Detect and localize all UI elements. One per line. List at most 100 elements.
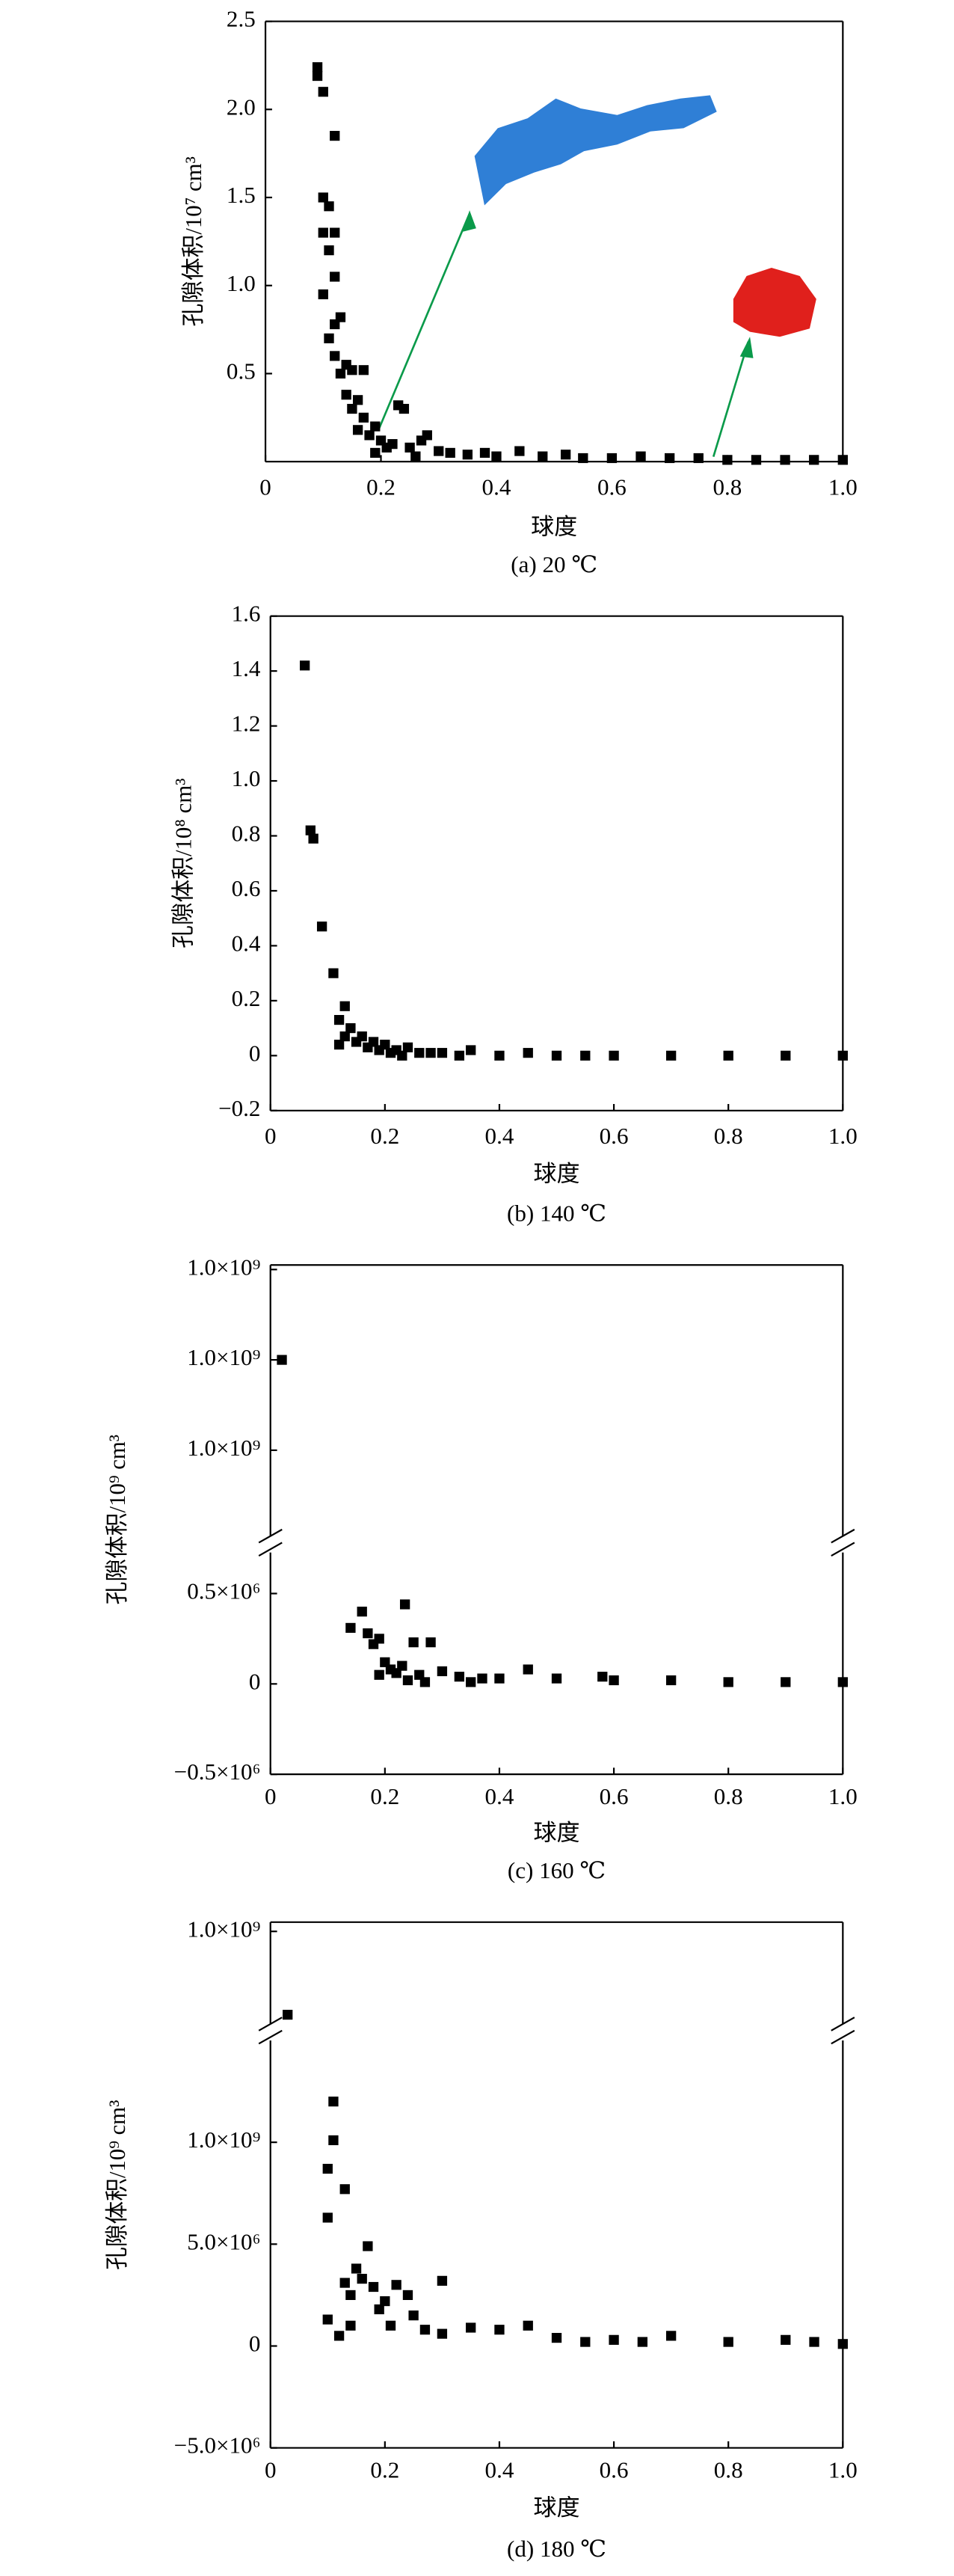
y-tick-label: 1.0×10⁹	[187, 1254, 260, 1280]
x-tick-label: 0.2	[370, 1783, 399, 1809]
y-axis-label: 孔隙体积/10⁸ cm³	[170, 779, 197, 948]
x-tick-label: 0.4	[485, 2457, 514, 2483]
point	[380, 2296, 390, 2307]
x-tick-label: 0	[265, 1123, 277, 1149]
point	[665, 1675, 677, 1686]
x-tick-label: 1.0	[828, 474, 858, 500]
y-tick-label: 1.5	[227, 182, 256, 208]
point	[385, 2320, 396, 2331]
y-tick-label: 0.4	[232, 930, 261, 957]
point	[347, 403, 357, 414]
point	[723, 1050, 733, 1061]
point	[345, 2320, 356, 2331]
point	[637, 2337, 648, 2347]
point	[328, 2135, 339, 2146]
point	[523, 2320, 533, 2331]
point	[333, 1014, 345, 1025]
x-tick-label: 1.0	[828, 1783, 858, 1809]
point	[368, 2281, 379, 2293]
point	[322, 2212, 333, 2223]
point	[318, 227, 328, 238]
point	[381, 442, 392, 453]
point	[312, 62, 323, 73]
point	[324, 245, 334, 256]
point	[316, 921, 327, 932]
point	[380, 1040, 390, 1050]
point	[374, 1634, 384, 1644]
point	[514, 446, 525, 456]
point	[370, 421, 381, 432]
point	[351, 2263, 362, 2274]
y-tick-label: 2.0	[227, 93, 256, 120]
x-tick-label: 0.2	[366, 474, 396, 500]
x-tick-label: 0.8	[713, 474, 742, 500]
point	[491, 451, 502, 461]
point	[665, 2331, 677, 2341]
point	[523, 1048, 533, 1058]
point	[330, 351, 340, 361]
point	[551, 2333, 562, 2343]
y-tick-label: 5.0×10⁶	[187, 2229, 260, 2255]
x-tick-label: 0.8	[714, 1123, 743, 1149]
x-axis-label: 球度	[533, 1161, 579, 1187]
point	[580, 2337, 591, 2347]
x-tick-label: 0.6	[600, 1783, 629, 1809]
point	[391, 2280, 401, 2290]
x-tick-label: 0.8	[714, 2457, 743, 2483]
point	[597, 1672, 608, 1682]
point	[551, 1673, 562, 1684]
point	[333, 2331, 345, 2341]
point	[837, 1677, 848, 1687]
y-tick-label: 1.0×10⁹	[187, 1435, 260, 1461]
caption: (a) 20 ℃	[511, 551, 597, 577]
point	[723, 1677, 733, 1687]
point	[454, 1050, 465, 1061]
y-tick-label: 0.5×10⁶	[187, 1578, 260, 1604]
caption: (c) 160 ℃	[508, 1857, 606, 1883]
point	[693, 453, 704, 464]
point	[322, 2163, 333, 2174]
y-tick-label: 1.0×10⁹	[187, 1916, 260, 1942]
point	[466, 1677, 476, 1687]
point	[277, 1355, 287, 1365]
point	[308, 833, 318, 844]
x-tick-label: 0	[259, 474, 271, 500]
y-tick-label: −0.5×10⁶	[174, 1758, 261, 1785]
point	[445, 447, 455, 459]
point	[462, 450, 473, 460]
point	[404, 442, 415, 453]
point	[425, 1048, 436, 1058]
point	[385, 1048, 396, 1058]
x-tick-label: 0.6	[600, 2457, 629, 2483]
point	[780, 455, 790, 465]
x-axis-label: 球度	[533, 2494, 579, 2521]
point	[374, 1669, 384, 1680]
y-tick-label: 0	[249, 2331, 261, 2357]
point	[781, 1677, 791, 1687]
y-tick-label: 0.2	[232, 985, 261, 1011]
point	[454, 1672, 465, 1682]
point	[402, 1042, 413, 1052]
point	[538, 451, 548, 461]
point	[664, 453, 675, 464]
y-tick-label: 1.0×10⁹	[187, 1344, 260, 1370]
point	[408, 2310, 419, 2321]
point	[410, 451, 421, 461]
point	[402, 2290, 413, 2300]
point	[363, 2241, 373, 2251]
arrow	[712, 341, 750, 457]
point	[809, 2337, 819, 2347]
point	[397, 1050, 407, 1061]
axis-break	[831, 2017, 855, 2045]
x-tick-label: 0.4	[482, 474, 511, 500]
point	[609, 2334, 619, 2345]
point	[347, 365, 357, 375]
y-tick-label: −5.0×10⁶	[174, 2432, 261, 2459]
x-tick-label: 0.8	[714, 1783, 743, 1809]
point	[335, 368, 346, 379]
point	[809, 455, 819, 465]
point	[781, 1050, 791, 1061]
y-tick-label: 0.8	[232, 821, 261, 847]
